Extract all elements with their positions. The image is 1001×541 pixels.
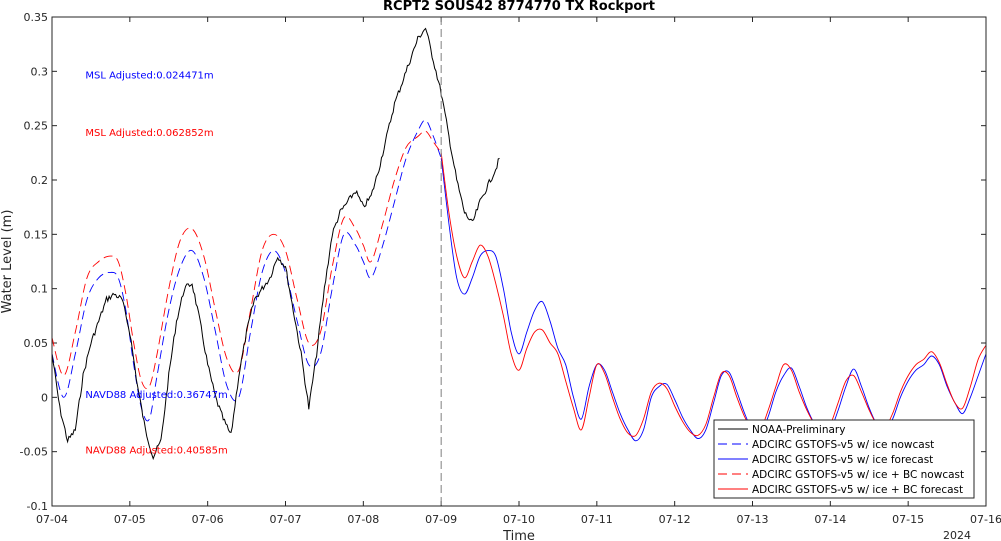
- chart-title: RCPT2 SOUS42 8774770 TX Rockport: [383, 0, 655, 14]
- legend-entry-label: ADCIRC GSTOFS-v5 w/ ice + BC forecast: [752, 484, 963, 496]
- y-tick-label: 0.05: [24, 337, 49, 350]
- x-tick-label: 07-07: [270, 513, 302, 526]
- x-axis-label: Time: [502, 529, 535, 541]
- x-tick-label: 07-13: [737, 513, 769, 526]
- y-axis-label: Water Level (m): [0, 210, 15, 314]
- y-tick-label: 0.15: [24, 228, 49, 241]
- y-tick-label: 0: [41, 391, 48, 404]
- x-tick-label: 07-15: [892, 513, 924, 526]
- legend-box: [713, 419, 975, 499]
- datum-annotation: NAVD88 Adjusted:0.40585m: [85, 445, 227, 456]
- y-tick-label: -0.1: [27, 500, 48, 513]
- series-adcirc-gstofs-v5-w-ice-bc-nowcast: [51, 130, 442, 390]
- y-tick-label: 0.3: [31, 65, 49, 78]
- y-tick-label: 0.35: [24, 11, 49, 24]
- x-tick-label: 07-14: [814, 513, 846, 526]
- series-noaa-preliminary: [51, 27, 500, 461]
- plot-frame: [51, 16, 987, 507]
- datum-annotation: MSL Adjusted:0.062852m: [85, 128, 213, 139]
- datum-annotation: MSL Adjusted:0.024471m: [85, 71, 213, 82]
- legend-entry-label: NOAA-Preliminary: [752, 424, 845, 436]
- x-tick-label: 07-09: [425, 513, 457, 526]
- x-tick-label: 07-04: [36, 513, 68, 526]
- x-tick-label: 07-11: [581, 513, 613, 526]
- x-tick-label: 07-05: [114, 513, 146, 526]
- x-tick-label: 07-06: [192, 513, 224, 526]
- x-tick-label: 07-12: [659, 513, 691, 526]
- series-adcirc-gstofs-v5-w-ice-bc-forecast: [440, 152, 987, 437]
- series-adcirc-gstofs-v5-w-ice-forecast: [440, 158, 987, 442]
- series-layer: [51, 27, 987, 461]
- axis-ticks: 07-04 07-05 07-06 07-07 07-08 07-09 07-10 07-11…: [20, 11, 1001, 526]
- legend-entry-label: ADCIRC GSTOFS-v5 w/ ice forecast: [752, 454, 933, 466]
- series-adcirc-gstofs-v5-w-ice-nowcast: [51, 119, 442, 422]
- annotations: MSL Adjusted:0.024471m MSL Adjusted:0.062…: [85, 71, 227, 457]
- y-tick-label: 0.25: [24, 120, 49, 133]
- x-tick-label: 07-10: [503, 513, 535, 526]
- y-tick-label: 0.2: [31, 174, 49, 187]
- x-tick-label: 07-08: [347, 513, 379, 526]
- y-tick-label: 0.1: [31, 283, 49, 296]
- legend: NOAA-Preliminary ADCIRC GSTOFS-v5 w/ ice …: [713, 419, 975, 499]
- x-tick-label: 07-16: [970, 513, 1001, 526]
- datum-annotation: NAVD88 Adjusted:0.36747m: [85, 390, 227, 401]
- year-label: 2024: [943, 529, 971, 541]
- y-tick-label: -0.05: [20, 446, 48, 459]
- legend-entry-label: ADCIRC GSTOFS-v5 w/ ice + BC nowcast: [752, 469, 964, 481]
- legend-entry-label: ADCIRC GSTOFS-v5 w/ ice nowcast: [752, 439, 934, 451]
